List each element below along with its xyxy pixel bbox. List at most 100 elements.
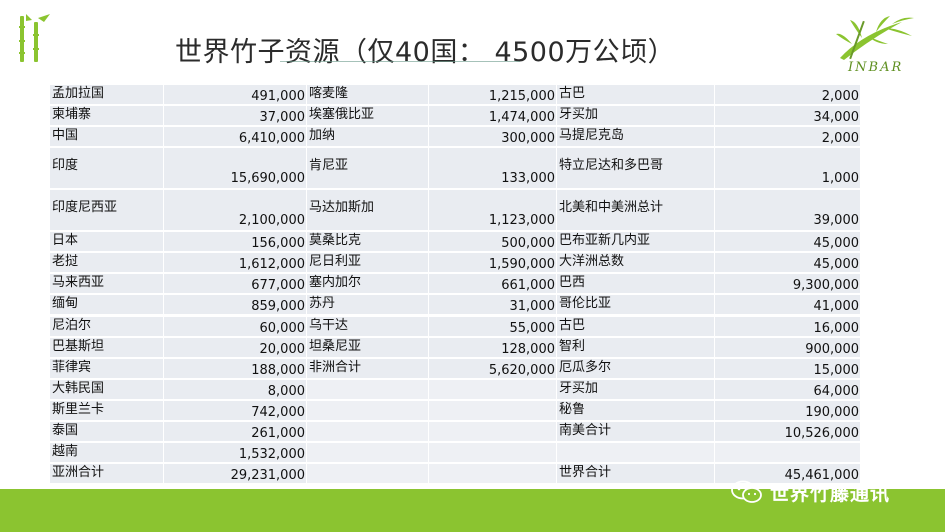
country-name-cell (307, 379, 429, 401)
country-name-cell: 尼日利亚 (307, 253, 429, 275)
bamboo-area-cell: 39,000 (715, 190, 861, 233)
country-name-cell: 牙买加 (557, 379, 715, 401)
wechat-account-name: 世界竹藤通讯 (770, 482, 891, 505)
country-name-cell: 大洋洲总数 (557, 253, 715, 275)
bamboo-area-cell: 859,000 (164, 295, 307, 317)
country-name-cell: 古巴 (557, 85, 715, 106)
bamboo-area-cell: 45,000 (715, 253, 861, 275)
bamboo-area-cell (715, 442, 861, 464)
bamboo-area-cell (429, 379, 557, 401)
country-name-cell: 巴基斯坦 (50, 337, 164, 359)
country-name-cell: 缅甸 (50, 295, 164, 317)
bamboo-area-cell: 45,000 (715, 232, 861, 254)
country-name-cell (557, 442, 715, 464)
country-name-cell: 智利 (557, 337, 715, 359)
country-name-cell: 巴布亚新几内亚 (557, 232, 715, 254)
bamboo-leaves-icon (836, 16, 914, 60)
country-name-cell: 北美和中美洲总计 (557, 190, 715, 233)
country-name-cell: 日本 (50, 232, 164, 254)
page-title: 世界竹子资源（仅40国： 4500万公顷） (175, 37, 676, 68)
bamboo-area-cell: 1,474,000 (429, 106, 557, 128)
bamboo-area-cell: 491,000 (164, 85, 307, 106)
bamboo-area-cell: 37,000 (164, 106, 307, 128)
country-name-cell: 印度尼西亚 (50, 190, 164, 233)
bamboo-area-cell: 20,000 (164, 337, 307, 359)
country-name-cell: 加纳 (307, 127, 429, 149)
country-name-cell (307, 421, 429, 443)
bamboo-area-cell: 1,000 (715, 148, 861, 191)
country-name-cell: 莫桑比克 (307, 232, 429, 254)
bamboo-area-cell: 41,000 (715, 295, 861, 317)
country-name-cell: 非洲合计 (307, 358, 429, 380)
country-name-cell: 埃塞俄比亚 (307, 106, 429, 128)
bamboo-area-cell: 5,620,000 (429, 358, 557, 380)
bamboo-area-cell: 10,526,000 (715, 421, 861, 443)
country-name-cell: 南美合计 (557, 421, 715, 443)
bamboo-area-cell: 188,000 (164, 358, 307, 380)
bamboo-area-cell: 128,000 (429, 337, 557, 359)
bamboo-area-cell: 15,000 (715, 358, 861, 380)
country-name-cell: 秘鲁 (557, 400, 715, 422)
bamboo-area-cell: 500,000 (429, 232, 557, 254)
bamboo-area-cell: 15,690,000 (164, 148, 307, 191)
bamboo-area-cell: 29,231,000 (164, 463, 307, 485)
country-name-cell: 特立尼达和多巴哥 (557, 148, 715, 191)
bamboo-area-cell: 2,000 (715, 127, 861, 149)
country-name-cell: 孟加拉国 (50, 85, 164, 106)
bamboo-area-cell: 261,000 (164, 421, 307, 443)
bamboo-resources-table: 孟加拉国 491,000 喀麦隆 1,215,000 古巴 2,000 柬埔寨 37,000 埃… (50, 85, 864, 485)
wechat-watermark: 世界竹藤通讯 (730, 474, 890, 510)
bamboo-area-cell: 190,000 (715, 400, 861, 422)
country-name-cell: 亚洲合计 (50, 463, 164, 485)
country-name-cell: 老挝 (50, 253, 164, 275)
bamboo-area-cell: 300,000 (429, 127, 557, 149)
country-name-cell: 越南 (50, 442, 164, 464)
country-name-cell: 乌干达 (307, 316, 429, 338)
bamboo-area-cell: 1,123,000 (429, 190, 557, 233)
title-underline (280, 61, 520, 62)
bamboo-area-cell (429, 421, 557, 443)
country-name-cell: 大韩民国 (50, 379, 164, 401)
bamboo-area-cell: 133,000 (429, 148, 557, 191)
country-name-cell: 苏丹 (307, 295, 429, 317)
country-name-cell: 哥伦比亚 (557, 295, 715, 317)
bamboo-area-cell: 6,410,000 (164, 127, 307, 149)
bamboo-area-cell: 1,612,000 (164, 253, 307, 275)
country-name-cell: 坦桑尼亚 (307, 337, 429, 359)
country-name-cell: 柬埔寨 (50, 106, 164, 128)
bamboo-area-cell: 742,000 (164, 400, 307, 422)
bamboo-area-cell: 677,000 (164, 274, 307, 296)
bamboo-area-cell: 8,000 (164, 379, 307, 401)
bamboo-area-cell: 1,215,000 (429, 85, 557, 106)
bamboo-area-cell: 31,000 (429, 295, 557, 317)
bamboo-area-cell (429, 442, 557, 464)
country-name-cell: 尼泊尔 (50, 316, 164, 338)
country-name-cell: 牙买加 (557, 106, 715, 128)
bamboo-area-cell: 64,000 (715, 379, 861, 401)
country-name-cell (307, 400, 429, 422)
bamboo-area-cell (429, 463, 557, 485)
bamboo-area-cell: 55,000 (429, 316, 557, 338)
country-name-cell: 斯里兰卡 (50, 400, 164, 422)
country-name-cell: 马达加斯加 (307, 190, 429, 233)
footer-bar (0, 489, 945, 532)
inbar-logo-text: INBAR (848, 60, 904, 75)
country-name-cell: 泰国 (50, 421, 164, 443)
country-name-cell: 菲律宾 (50, 358, 164, 380)
country-name-cell: 肯尼亚 (307, 148, 429, 191)
bamboo-area-cell: 2,100,000 (164, 190, 307, 233)
bamboo-area-cell: 156,000 (164, 232, 307, 254)
country-name-cell (307, 463, 429, 485)
bamboo-area-cell (429, 400, 557, 422)
bamboo-area-cell: 60,000 (164, 316, 307, 338)
bamboo-area-cell: 900,000 (715, 337, 861, 359)
country-name-cell: 塞内加尔 (307, 274, 429, 296)
country-name-cell: 古巴 (557, 316, 715, 338)
inbar-logo: INBAR (832, 14, 918, 78)
country-name-cell: 印度 (50, 148, 164, 191)
country-name-cell: 中国 (50, 127, 164, 149)
country-name-cell: 厄瓜多尔 (557, 358, 715, 380)
wechat-icon (731, 480, 762, 503)
country-name-cell: 巴西 (557, 274, 715, 296)
bamboo-logo-icon (19, 14, 50, 62)
